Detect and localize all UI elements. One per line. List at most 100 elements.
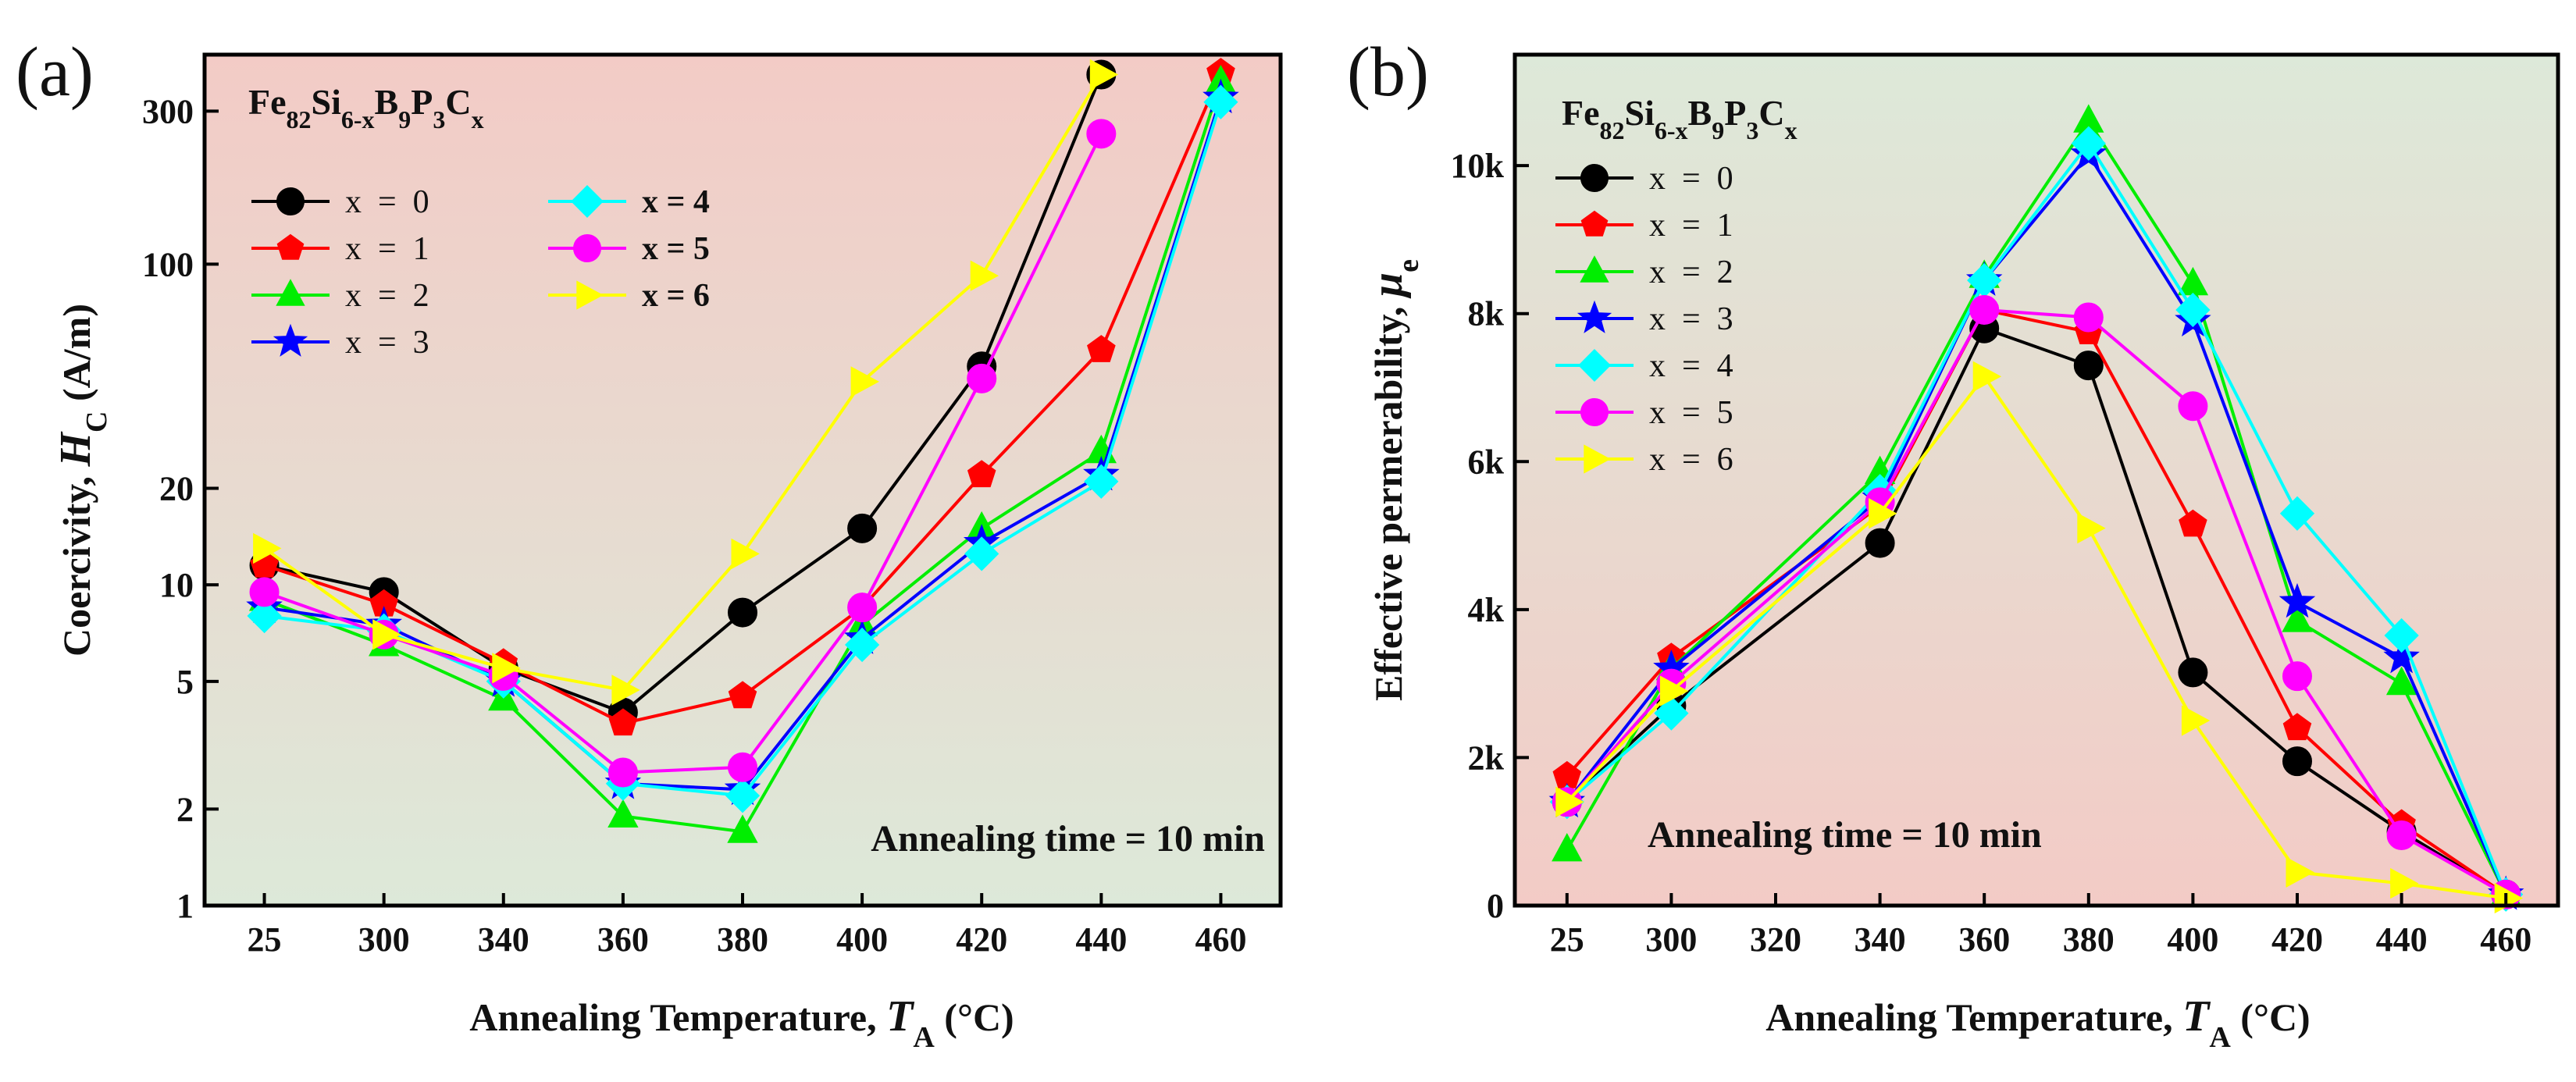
legend-marker — [273, 323, 308, 357]
x-tick-label: 300 — [1645, 920, 1697, 959]
panel-label: (a) — [16, 34, 94, 111]
data-point — [970, 260, 999, 291]
data-point — [967, 363, 997, 393]
permeability-chart: 25 300 320 340 360 380 400 420 440 460 0 2k 4k 6k 8k 10… — [1347, 34, 2560, 1054]
legend-marker — [1580, 164, 1609, 192]
data-point — [2282, 746, 2312, 777]
data-point — [2282, 603, 2313, 632]
legend-label: x = 1 — [1649, 208, 1733, 244]
legend-label: x = 5 — [642, 231, 710, 267]
legend-label: x = 3 — [1649, 301, 1733, 337]
data-point — [2179, 509, 2207, 537]
legend-marker — [1584, 444, 1611, 474]
x-tick-label: 380 — [717, 920, 768, 959]
legend-marker — [276, 279, 305, 306]
y-tick-label: 20 — [159, 470, 194, 508]
legend-item: x = 4 — [548, 184, 710, 220]
plot-frame — [1512, 52, 2560, 908]
data-point — [1972, 361, 2002, 392]
legend-label: x = 1 — [345, 231, 429, 267]
y-tick-label: 0 — [1487, 887, 1504, 925]
data-point — [728, 681, 757, 709]
data-point — [607, 799, 639, 828]
annealing-time-annotation: Annealing time = 10 min — [1648, 814, 2042, 856]
legend-marker — [1580, 398, 1609, 426]
legend-label: x = 5 — [1649, 395, 1733, 431]
y-tick-label: 5 — [176, 663, 194, 701]
y-tick-label: 2k — [1468, 739, 1505, 777]
legend-marker — [276, 233, 305, 260]
x-tick-label: 400 — [836, 920, 888, 959]
y-tick-label: 4k — [1468, 591, 1505, 629]
legend-marker — [1578, 348, 1612, 383]
x-tick-label: 340 — [478, 920, 529, 959]
x-tick-label: 440 — [2376, 920, 2428, 959]
data-point — [492, 653, 521, 684]
legend-item: x = 5 — [548, 231, 710, 267]
y-tick-label: 2 — [176, 790, 194, 828]
data-point — [847, 593, 878, 623]
x-tick-label: 380 — [2063, 920, 2115, 959]
data-point — [249, 577, 280, 607]
data-point — [731, 538, 760, 570]
data-point — [2383, 639, 2420, 674]
legend-item: x = 3 — [251, 323, 429, 361]
data-point — [1087, 335, 1116, 362]
data-point — [2181, 705, 2211, 736]
data-point — [1865, 528, 1895, 558]
data-point — [372, 619, 401, 650]
legend-label: x = 6 — [1649, 442, 1733, 478]
legend-label: x = 4 — [1649, 348, 1733, 384]
data-point — [728, 752, 757, 782]
legend-marker — [573, 234, 601, 262]
x-axis-label: Annealing Temperature, TA (°C) — [469, 992, 1014, 1054]
data-point — [725, 778, 761, 813]
data-point — [2073, 351, 2104, 381]
data-point — [1552, 832, 1583, 862]
legend: x = 0 x = 1 x = 2 x = 3 x = 4 x = 5 x = 6 — [251, 184, 710, 361]
data-point — [2071, 126, 2106, 161]
x-tick-label: 460 — [2480, 920, 2531, 959]
legend-label: x = 2 — [345, 278, 429, 314]
y-axis-label: Effective permerability, μe — [1363, 259, 1425, 701]
x-tick-label: 360 — [597, 920, 649, 959]
legend-label: x = 3 — [345, 325, 429, 361]
data-point — [2178, 657, 2208, 688]
data-point — [964, 536, 999, 571]
data-point — [844, 627, 880, 663]
data-point — [728, 597, 757, 628]
y-tick-label: 8k — [1468, 295, 1505, 333]
data-point — [2279, 496, 2315, 531]
data-point — [247, 598, 282, 634]
annealing-time-annotation: Annealing time = 10 min — [871, 818, 1265, 860]
data-point — [2390, 867, 2419, 899]
series-4 — [1549, 126, 2524, 912]
data-point — [1555, 786, 1584, 817]
data-point — [1654, 696, 1689, 731]
legend-item: x = 1 — [1555, 208, 1733, 244]
legend-item: x = 2 — [251, 278, 429, 314]
legend-marker — [576, 280, 604, 310]
data-point — [727, 814, 758, 843]
legend-label: x = 0 — [345, 184, 429, 220]
data-point — [1659, 675, 1689, 707]
legend-item: x = 0 — [1555, 161, 1733, 197]
y-tick-label: 1 — [176, 887, 194, 925]
x-tick-label: 360 — [1958, 920, 2010, 959]
x-tick-label: 25 — [248, 920, 282, 959]
data-point — [2282, 713, 2312, 741]
alloy-formula: Fe82Si6-xB9P3Cx — [248, 82, 484, 133]
legend-item: x = 4 — [1555, 348, 1733, 384]
data-point — [847, 513, 878, 543]
data-point — [2077, 512, 2106, 544]
data-point — [1086, 119, 1117, 149]
legend-item: x = 3 — [1555, 300, 1733, 337]
x-tick-label: 320 — [1750, 920, 1801, 959]
x-tick-label: 420 — [956, 920, 1007, 959]
x-tick-label: 300 — [358, 920, 410, 959]
data-point — [2178, 391, 2208, 422]
x-tick-label: 400 — [2167, 920, 2218, 959]
y-tick-label: 10k — [1451, 147, 1505, 185]
x-tick-label: 460 — [1195, 920, 1246, 959]
